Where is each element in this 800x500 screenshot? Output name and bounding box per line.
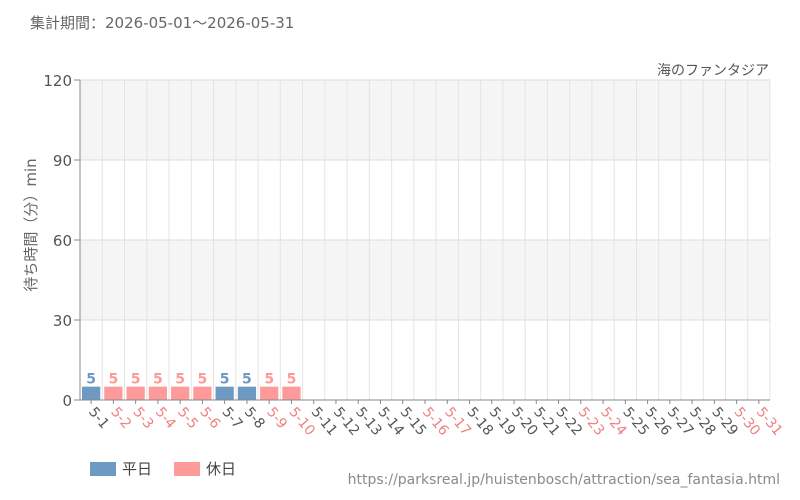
- plot-background: [80, 80, 770, 400]
- x-tick-label: 5-8: [241, 404, 268, 432]
- bar: [126, 386, 145, 400]
- legend-label-holiday: 休日: [206, 460, 237, 478]
- bar: [282, 386, 301, 400]
- x-tick-labels: 5-15-25-35-45-55-65-75-85-95-105-115-125…: [85, 400, 785, 439]
- x-tick-label: 5-7: [219, 404, 246, 432]
- y-tick-label: 120: [43, 72, 72, 90]
- data-label: 5: [131, 372, 141, 388]
- plot-band: [80, 240, 770, 320]
- y-tick-labels: 0 30 60 90 120: [43, 72, 72, 410]
- bar: [215, 386, 234, 400]
- data-label: 5: [86, 372, 96, 388]
- legend-item-holiday: 休日: [174, 458, 236, 479]
- y-tick-label: 90: [53, 152, 72, 170]
- bar: [148, 386, 168, 400]
- data-label: 5: [198, 372, 208, 388]
- bar: [104, 386, 123, 400]
- chart-title: 海のファンタジア: [657, 63, 769, 79]
- legend-label-weekday: 平日: [122, 460, 153, 478]
- period-label: 集計期間：2026-05-01～2026-05-31: [30, 14, 295, 32]
- plot-band: [80, 160, 770, 240]
- legend-swatch-holiday: [174, 461, 201, 476]
- data-label: 5: [264, 372, 274, 388]
- x-tick-label: 5-5: [174, 404, 201, 432]
- y-axis-label: 待ち時間（分）min: [22, 158, 40, 291]
- data-label: 5: [220, 372, 230, 388]
- x-tick-label: 5-1: [85, 404, 112, 432]
- bar: [237, 386, 257, 400]
- x-tick-label: 5-2: [107, 404, 134, 432]
- bar: [171, 386, 190, 400]
- plot-band: [80, 80, 770, 160]
- bar: [260, 386, 279, 400]
- x-tick-label: 5-9: [263, 404, 290, 432]
- bar: [193, 386, 212, 400]
- bar: [82, 386, 101, 400]
- x-tick-label: 5-4: [152, 404, 179, 432]
- x-tick-label: 5-3: [130, 404, 157, 432]
- data-label: 5: [242, 372, 252, 388]
- y-tick-label: 30: [53, 312, 72, 330]
- source-url: https://parksreal.jp/huistenbosch/attrac…: [347, 472, 780, 488]
- bars: [82, 386, 301, 400]
- data-label: 5: [109, 372, 119, 388]
- data-label: 5: [287, 372, 297, 388]
- data-label: 5: [153, 372, 163, 388]
- legend-swatch-weekday: [90, 461, 116, 476]
- data-label: 5: [175, 372, 185, 388]
- y-tick-label: 0: [62, 392, 72, 410]
- legend-item-weekday: 平日: [90, 458, 152, 479]
- x-tick-label: 5-6: [196, 404, 223, 432]
- y-tick-label: 60: [53, 232, 72, 250]
- legend: 平日 休日: [90, 458, 236, 479]
